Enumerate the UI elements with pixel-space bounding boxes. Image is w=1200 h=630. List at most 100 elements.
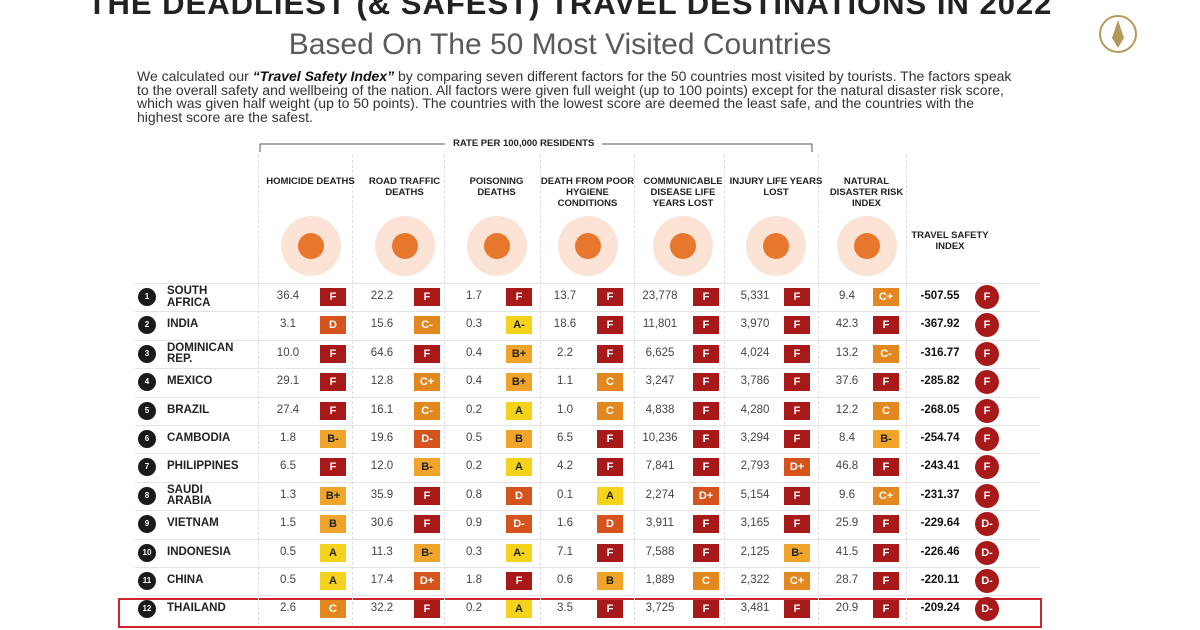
final-grade: D- <box>975 597 999 622</box>
row-divider <box>135 595 1040 597</box>
grade-badge: F <box>414 515 440 534</box>
country-name: SOUTH AFRICA <box>167 285 211 309</box>
icon-glyph <box>853 233 880 259</box>
cell-value: 0.1 <box>557 488 573 501</box>
grade-badge: F <box>320 401 346 420</box>
grade-badge: F <box>320 344 346 363</box>
grade-badge: F <box>784 401 810 420</box>
icon-glyph <box>763 233 789 259</box>
safety-index: -226.46 <box>920 545 960 558</box>
grade-badge: F <box>597 344 623 363</box>
column-header: HOMICIDE DEATHS <box>266 176 355 187</box>
grade-badge: F <box>414 288 440 306</box>
grade-badge: B <box>506 430 532 448</box>
row-divider <box>135 368 1040 370</box>
row-divider <box>135 339 1040 341</box>
icon-glyph <box>670 233 696 259</box>
country-name: BRAZIL <box>167 403 210 416</box>
cell-value: 5,331 <box>740 290 770 302</box>
cell-value: 2,274 <box>645 488 675 501</box>
cell-value: 23,778 <box>642 290 678 302</box>
cell-value: 41.5 <box>835 545 859 558</box>
column-separator <box>818 155 819 625</box>
logo <box>1099 15 1137 53</box>
country-name: MEXICO <box>167 375 213 388</box>
safety-index: -316.77 <box>920 346 960 359</box>
grade-badge: C <box>597 373 623 392</box>
grade-badge: F <box>597 600 623 619</box>
row-divider <box>135 481 1040 483</box>
grade-badge: C <box>693 572 719 590</box>
final-grade: F <box>975 427 999 451</box>
cell-value: 1,889 <box>645 574 675 586</box>
cell-value: 4.2 <box>557 460 573 473</box>
grade-badge: A <box>506 458 532 477</box>
grade-badge: A <box>320 543 346 562</box>
cell-value: 8.4 <box>839 432 855 444</box>
cell-value: 30.6 <box>370 517 394 530</box>
grade-badge: A <box>506 401 532 420</box>
cell-value: 11,801 <box>642 318 678 331</box>
intro-text: by comparing seven different factors for… <box>137 68 1012 125</box>
cell-value: 0.6 <box>557 574 573 586</box>
title: THE DEADLIEST (& SAFEST) TRAVEL DESTINAT… <box>87 0 1053 21</box>
column-icon <box>653 216 713 276</box>
safety-index: -229.64 <box>920 517 960 530</box>
grade-badge: C <box>597 401 623 420</box>
grade-badge: F <box>506 288 532 306</box>
grade-badge: F <box>693 373 719 392</box>
grade-badge: C+ <box>873 486 899 505</box>
grade-badge: F <box>873 458 899 477</box>
cell-value: 12.2 <box>835 403 859 416</box>
grade-badge: A- <box>506 316 532 335</box>
cell-value: 10.0 <box>276 346 300 359</box>
cell-value: 0.5 <box>280 545 296 558</box>
cell-value: 2,125 <box>740 545 770 558</box>
cell-value: 0.2 <box>466 460 482 473</box>
cell-value: 20.9 <box>835 602 859 615</box>
grade-badge: F <box>873 373 899 392</box>
cell-value: 1.7 <box>466 290 482 302</box>
cell-value: 2.6 <box>280 602 296 615</box>
grade-badge: F <box>414 486 440 505</box>
cell-value: 3,165 <box>740 517 770 530</box>
column-icon <box>466 216 527 276</box>
safety-index: -254.74 <box>920 432 960 444</box>
cell-value: 42.3 <box>835 318 859 331</box>
cell-value: 36.4 <box>276 290 300 302</box>
grade-badge: F <box>693 515 719 534</box>
rank-badge: 2 <box>138 316 156 335</box>
cell-value: 1.3 <box>280 488 296 501</box>
cell-value: 6.5 <box>557 432 573 444</box>
rank-badge: 1 <box>138 288 156 306</box>
country-name: INDIA <box>167 318 199 331</box>
grade-badge: B- <box>414 543 440 562</box>
column-icon <box>557 216 618 276</box>
cell-value: 3,247 <box>645 375 675 388</box>
column-header: POISONING DEATHS <box>469 176 524 198</box>
cell-value: 6,625 <box>645 346 675 359</box>
column-icon <box>374 216 435 276</box>
cell-value: 1.8 <box>280 432 296 444</box>
grade-badge: F <box>320 373 346 392</box>
country-name: SAUDI ARABIA <box>167 483 212 508</box>
grade-badge: F <box>784 600 810 619</box>
cell-value: 0.5 <box>280 574 296 586</box>
cell-value: 1.5 <box>280 517 296 530</box>
cell-value: 3,911 <box>646 517 674 530</box>
safety-index: -220.11 <box>920 574 960 586</box>
cell-value: 35.9 <box>370 488 394 501</box>
cell-value: 22.2 <box>370 290 394 302</box>
grade-badge: F <box>784 344 810 363</box>
cell-value: 7,588 <box>645 545 675 558</box>
final-grade: D- <box>975 540 999 565</box>
cell-value: 0.2 <box>466 602 482 615</box>
grade-badge: B <box>320 515 346 534</box>
cell-value: 1.1 <box>557 375 573 388</box>
grade-badge: C- <box>873 344 899 363</box>
row-divider <box>135 283 1040 284</box>
row-divider <box>135 453 1040 455</box>
group-label: RATE PER 100,000 RESIDENTS <box>445 138 603 149</box>
column-header: NATURAL DISASTER RISK INDEX <box>829 176 904 209</box>
column-icon <box>836 216 897 276</box>
